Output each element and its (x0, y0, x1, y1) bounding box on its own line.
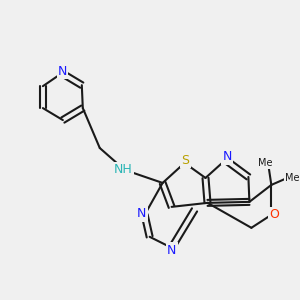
Text: N: N (167, 244, 176, 257)
Text: N: N (222, 151, 232, 164)
Text: Me: Me (257, 158, 272, 168)
Text: O: O (269, 208, 279, 221)
Text: Me: Me (284, 173, 299, 183)
Text: NH: NH (114, 163, 133, 176)
Text: N: N (58, 65, 67, 78)
Text: S: S (182, 154, 190, 167)
Text: N: N (137, 207, 146, 220)
